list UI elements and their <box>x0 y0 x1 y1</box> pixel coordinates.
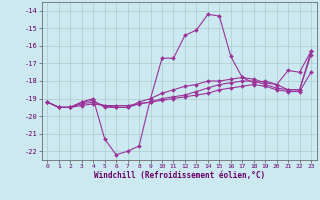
X-axis label: Windchill (Refroidissement éolien,°C): Windchill (Refroidissement éolien,°C) <box>94 171 265 180</box>
